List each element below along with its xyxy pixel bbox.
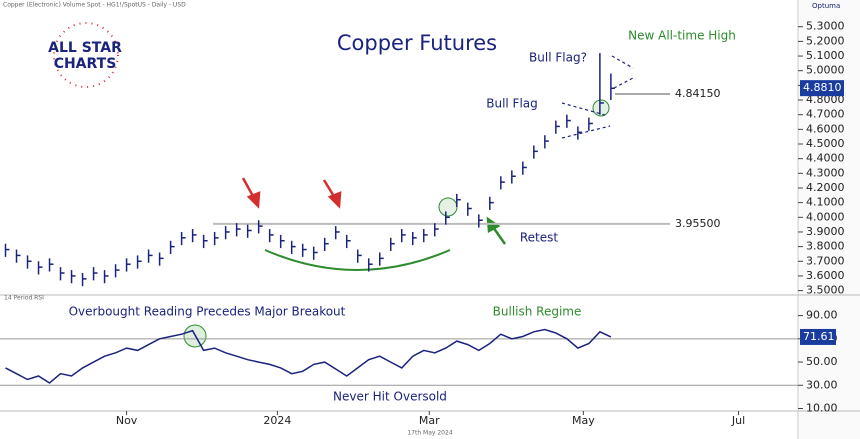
highlight xyxy=(592,99,610,117)
y-tick-label: 3.8000 xyxy=(806,240,845,253)
y-tick-label: 5.1000 xyxy=(806,49,845,62)
annotation: Overbought Reading Precedes Major Breako… xyxy=(69,305,346,319)
base-arc xyxy=(264,249,451,271)
level-label: 3.95500 xyxy=(675,217,721,230)
last-price-label: 4.8810 xyxy=(803,81,842,94)
x-tick-label: Jul xyxy=(731,414,745,427)
y-tick-label: 5.0000 xyxy=(806,64,845,77)
rsi-line xyxy=(5,328,612,384)
flag-lines xyxy=(561,55,634,139)
date: 17th May 2024 xyxy=(407,430,452,437)
level-label: 4.84150 xyxy=(675,87,721,100)
x-tick-label: Mar xyxy=(419,414,440,427)
annotation: New All-time High xyxy=(628,29,736,43)
y-tick-label: 4.7000 xyxy=(806,108,845,121)
y-tick-label: 30.00 xyxy=(806,378,838,391)
y-tick-label: 50.00 xyxy=(806,355,838,368)
annotation: Bullish Regime xyxy=(493,305,582,319)
y-tick-label: 3.7000 xyxy=(806,254,845,267)
last-value-box xyxy=(800,328,836,345)
logo-text: ALL STAR xyxy=(48,40,122,56)
arrows xyxy=(241,177,342,209)
y-tick-label: 90.00 xyxy=(806,309,838,322)
y-tick-label: 10.00 xyxy=(806,402,838,415)
last-value-label: 71.61 xyxy=(803,330,835,343)
y-tick-label: 4.1000 xyxy=(806,196,845,209)
chart-title: Copper Futures xyxy=(337,31,497,55)
y-tick-label: 3.9000 xyxy=(806,225,845,238)
x-tick-label: 2024 xyxy=(263,414,291,427)
y-tick-label: 4.6000 xyxy=(806,122,845,135)
y-tick-label: 3.5000 xyxy=(806,284,845,297)
y-tick-label: 4.8000 xyxy=(806,93,845,106)
y-tick-label: 4.4000 xyxy=(806,152,845,165)
y-tick-label: 4.3000 xyxy=(806,166,845,179)
annotation: Bull Flag? xyxy=(529,51,587,65)
last-price-box xyxy=(800,80,844,97)
retest-arrow xyxy=(486,216,507,245)
y-tick-label: 4.0000 xyxy=(806,210,845,223)
annotation: Never Hit Oversold xyxy=(333,390,447,404)
panel-title: 14 Period RSI xyxy=(4,295,44,302)
y-tick-label: 5.2000 xyxy=(806,34,845,47)
highlight xyxy=(438,197,458,217)
annotation: Retest xyxy=(520,231,559,245)
logo-stars xyxy=(53,22,119,88)
x-tick-label: May xyxy=(572,414,595,427)
y-tick-label: 5.3000 xyxy=(806,20,845,33)
annotation: Bull Flag xyxy=(486,97,538,111)
y-tick-label: 3.6000 xyxy=(806,269,845,282)
logo-text: CHARTS xyxy=(54,56,117,72)
y-tick-label: 4.2000 xyxy=(806,181,845,194)
brand: Optuma xyxy=(812,2,840,10)
axis-column xyxy=(798,0,860,439)
x-tick-label: Nov xyxy=(116,414,138,427)
header: Copper (Electronic) Volume Spot - HG1!/S… xyxy=(3,2,186,9)
y-tick-label: 4.5000 xyxy=(806,137,845,150)
